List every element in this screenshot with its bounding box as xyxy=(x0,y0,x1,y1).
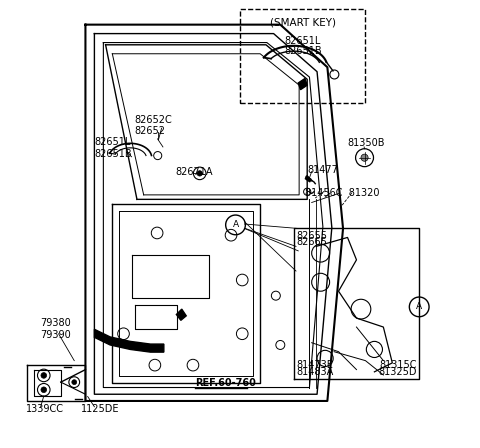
Polygon shape xyxy=(176,309,186,320)
Circle shape xyxy=(361,154,368,161)
Text: 81473E: 81473E xyxy=(296,360,333,370)
Text: 82651L: 82651L xyxy=(285,36,321,46)
Circle shape xyxy=(41,387,47,392)
Text: 81477: 81477 xyxy=(307,165,338,175)
Text: 82671A: 82671A xyxy=(175,168,213,177)
Text: 81325D: 81325D xyxy=(378,367,417,377)
Polygon shape xyxy=(298,78,307,90)
Text: 81456C  81320: 81456C 81320 xyxy=(305,188,380,198)
Text: 82665: 82665 xyxy=(296,237,327,247)
Text: (SMART KEY): (SMART KEY) xyxy=(270,17,336,27)
Text: 79380
79390: 79380 79390 xyxy=(41,319,72,340)
Text: 82651L
82651B: 82651L 82651B xyxy=(95,137,132,159)
Text: REF.60-760: REF.60-760 xyxy=(195,378,256,388)
Circle shape xyxy=(41,373,47,378)
Polygon shape xyxy=(95,329,164,352)
Circle shape xyxy=(197,171,203,176)
Text: 81350B: 81350B xyxy=(348,138,385,148)
Text: A: A xyxy=(416,302,422,311)
Text: A: A xyxy=(232,220,239,229)
Text: 81483A: 81483A xyxy=(296,367,333,377)
Circle shape xyxy=(72,380,77,384)
Text: 82651B: 82651B xyxy=(284,46,322,56)
Text: 82652C
82652: 82652C 82652 xyxy=(135,115,172,136)
Text: 1125DE: 1125DE xyxy=(81,404,120,414)
Text: 81315C: 81315C xyxy=(380,360,417,370)
Text: 82655: 82655 xyxy=(296,231,327,241)
Polygon shape xyxy=(305,176,311,182)
Text: 1339CC: 1339CC xyxy=(26,404,64,414)
